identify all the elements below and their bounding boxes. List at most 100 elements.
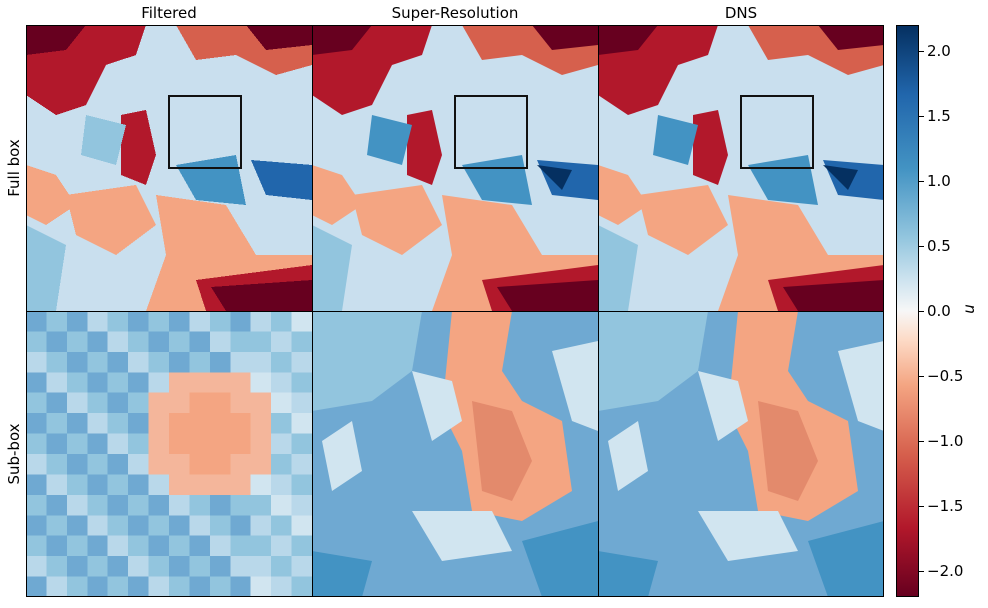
colorbar-tick-mark bbox=[919, 441, 924, 442]
pixel-cell bbox=[189, 351, 211, 373]
panel-dns-full-box bbox=[598, 25, 884, 311]
pixel-cell bbox=[250, 351, 272, 373]
pixel-cell bbox=[107, 331, 129, 353]
pixel-cell bbox=[148, 311, 170, 332]
pixel-cell bbox=[291, 535, 312, 557]
pixel-cell bbox=[46, 494, 68, 516]
pixel-cell bbox=[107, 454, 129, 475]
pixel-cell bbox=[230, 413, 252, 435]
pixel-cell bbox=[189, 433, 211, 455]
colorbar-tick-label: 1.0 bbox=[927, 172, 951, 190]
pixel-cell bbox=[46, 433, 68, 455]
pixel-cell bbox=[107, 433, 129, 455]
row-label-sub-box: Sub-box bbox=[5, 423, 23, 485]
pixel-cell bbox=[169, 556, 190, 578]
pixel-cell bbox=[148, 454, 170, 475]
pixel-cell bbox=[230, 576, 252, 597]
pixel-cell bbox=[46, 454, 68, 475]
pixel-cell bbox=[148, 576, 170, 597]
colorbar-tick-mark bbox=[919, 376, 924, 377]
pixel-cell bbox=[148, 474, 170, 496]
colorbar-tick-mark bbox=[919, 311, 924, 312]
pixel-cell bbox=[291, 413, 312, 435]
pixel-cell bbox=[250, 372, 272, 394]
pixel-cell bbox=[107, 311, 129, 332]
pixel-cell bbox=[271, 474, 293, 496]
column-title-super-resolution: Super-Resolution bbox=[391, 4, 519, 22]
pixel-cell bbox=[271, 311, 293, 332]
pixel-cell bbox=[107, 535, 129, 557]
pixel-cell bbox=[66, 515, 88, 537]
colorbar-tick-mark bbox=[919, 181, 924, 182]
pixel-cell bbox=[209, 311, 231, 332]
pixel-cell bbox=[46, 576, 68, 597]
pixel-cell bbox=[87, 474, 109, 496]
pixel-cell bbox=[291, 372, 312, 394]
colorbar-tick-label: −1.0 bbox=[927, 432, 964, 450]
pixel-cell bbox=[230, 311, 252, 332]
pixel-cell bbox=[189, 474, 211, 496]
pixel-cell bbox=[169, 372, 190, 394]
pixel-cell bbox=[26, 331, 47, 353]
pixel-cell bbox=[169, 433, 190, 455]
pixel-cell bbox=[250, 454, 272, 475]
pixel-cell bbox=[209, 454, 231, 475]
pixel-cell bbox=[291, 311, 312, 332]
pixel-cell bbox=[26, 311, 47, 332]
colorbar-tick-mark bbox=[919, 116, 924, 117]
pixel-cell bbox=[26, 433, 47, 455]
pixel-cell bbox=[128, 576, 150, 597]
pixel-cell bbox=[26, 372, 47, 394]
pixel-cell bbox=[107, 576, 129, 597]
colorbar-tick-label: −2.0 bbox=[927, 562, 964, 580]
panel-filtered-full-box bbox=[26, 25, 312, 311]
column-title-dns: DNS bbox=[724, 4, 758, 22]
panel-divider bbox=[26, 311, 884, 312]
pixel-cell bbox=[291, 474, 312, 496]
pixel-cell bbox=[271, 413, 293, 435]
pixel-cell bbox=[169, 494, 190, 516]
pixel-cell bbox=[169, 413, 190, 435]
pixel-cell bbox=[66, 433, 88, 455]
pixel-cell bbox=[230, 372, 252, 394]
pixel-cell bbox=[291, 556, 312, 578]
pixel-cell bbox=[271, 331, 293, 353]
pixel-cell bbox=[148, 433, 170, 455]
pixel-cell bbox=[169, 331, 190, 353]
pixel-cell bbox=[87, 351, 109, 373]
pixel-cell bbox=[271, 535, 293, 557]
pixel-cell bbox=[209, 413, 231, 435]
pixel-cell bbox=[271, 494, 293, 516]
pixel-cell bbox=[230, 454, 252, 475]
pixel-cell bbox=[291, 351, 312, 373]
pixel-cell bbox=[250, 433, 272, 455]
pixel-cell bbox=[148, 494, 170, 516]
pixel-cell bbox=[271, 515, 293, 537]
pixel-cell bbox=[148, 392, 170, 414]
pixel-cell bbox=[46, 535, 68, 557]
pixel-cell bbox=[107, 372, 129, 394]
pixel-cell bbox=[291, 515, 312, 537]
pixel-cell bbox=[250, 515, 272, 537]
colorbar-tick-label: −0.5 bbox=[927, 367, 964, 385]
pixel-cell bbox=[250, 331, 272, 353]
colorbar-tick-mark bbox=[919, 571, 924, 572]
pixel-cell bbox=[46, 351, 68, 373]
pixel-cell bbox=[128, 535, 150, 557]
pixel-cell bbox=[66, 576, 88, 597]
pixel-cell bbox=[26, 351, 47, 373]
pixel-cell bbox=[128, 413, 150, 435]
pixel-cell bbox=[46, 515, 68, 537]
pixel-cell bbox=[46, 474, 68, 496]
pixel-cell bbox=[250, 413, 272, 435]
pixel-cell bbox=[209, 392, 231, 414]
pixel-cell bbox=[189, 392, 211, 414]
pixel-cell bbox=[209, 556, 231, 578]
pixel-cell bbox=[291, 494, 312, 516]
pixel-cell bbox=[209, 576, 231, 597]
pixel-cell bbox=[66, 372, 88, 394]
pixel-cell bbox=[107, 494, 129, 516]
pixel-cell bbox=[250, 392, 272, 414]
pixel-cell bbox=[26, 494, 47, 516]
pixel-cell bbox=[128, 494, 150, 516]
